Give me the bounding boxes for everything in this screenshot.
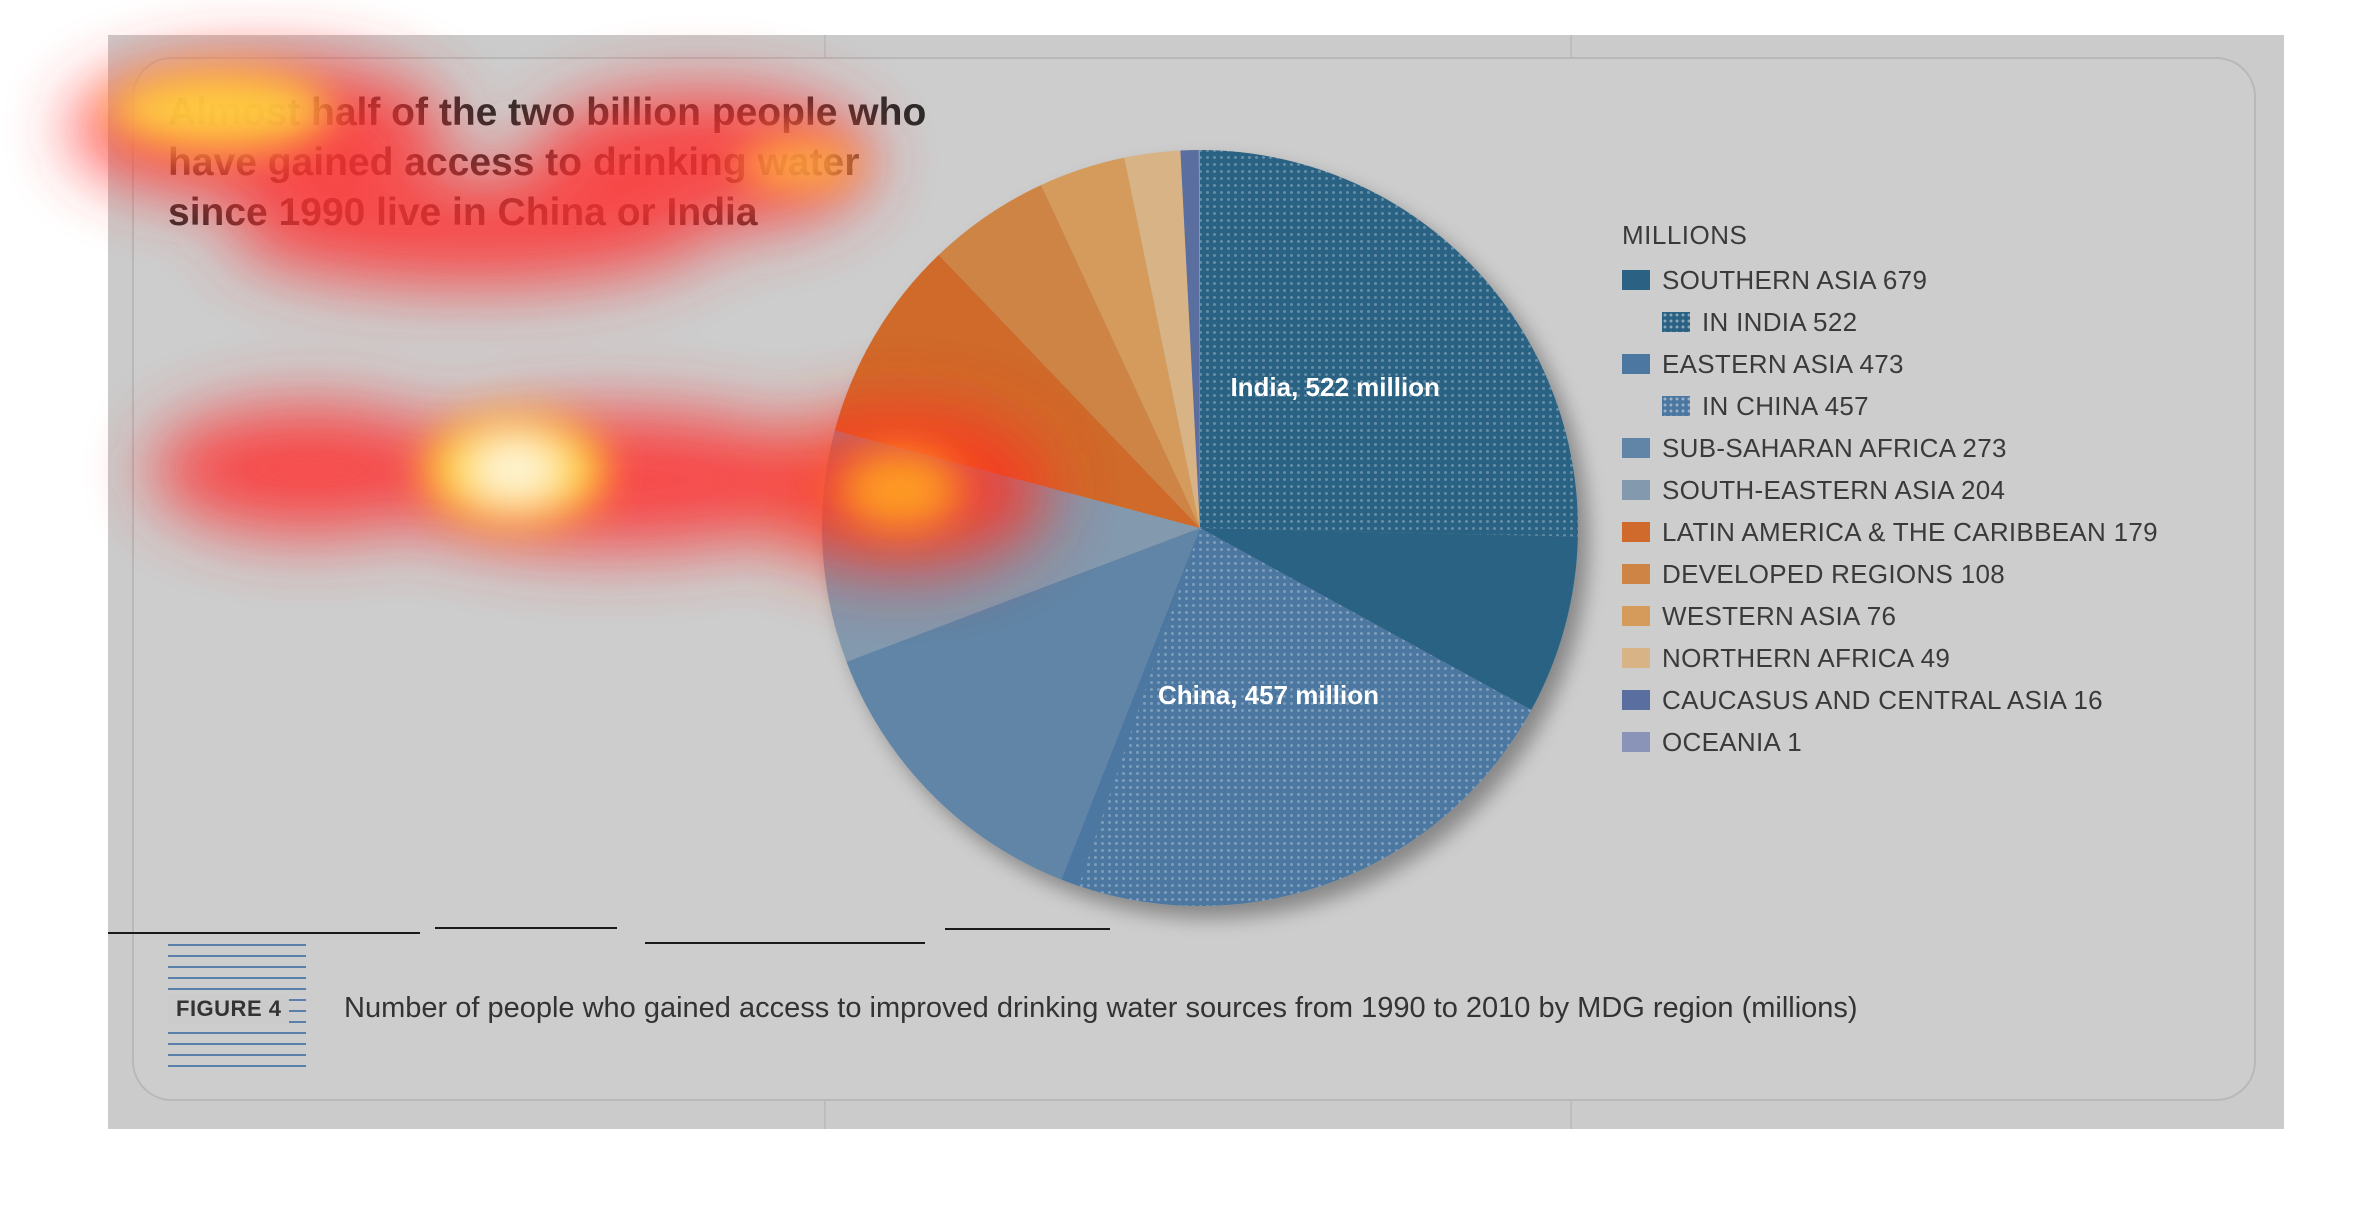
legend-label: WESTERN ASIA 76 [1662,600,1897,631]
legend-label: IN CHINA 457 [1702,390,1869,421]
legend-item-south-eastern-asia: SOUTH-EASTERN ASIA 204 [1622,469,2158,511]
legend-label: EASTERN ASIA 473 [1662,348,1904,379]
legend-swatch [1622,438,1650,458]
figure-caption: Number of people who gained access to im… [344,992,1858,1024]
pie-slice-eastern-asia [1061,528,1200,887]
divider-rule [945,928,1110,930]
legend-item-developed-regions: DEVELOPED REGIONS 108 [1622,553,2158,595]
pie-slice-southern-asia [1200,528,1578,710]
legend-swatch [1622,354,1650,374]
legend-item-eastern-asia: EASTERN ASIA 473 [1622,343,2158,385]
pie-slice-caucasus-and-central-asia [1180,150,1200,528]
legend-swatch [1622,480,1650,500]
divider-rule [108,932,420,934]
legend-swatch [1622,522,1650,542]
legend-label: CAUCASUS AND CENTRAL ASIA 16 [1662,684,2103,715]
pie-slice-oceania [1198,149,1200,528]
legend-swatch [1622,690,1650,710]
legend-swatch [1622,564,1650,584]
legend-item-caucasus-and-central-asia: CAUCASUS AND CENTRAL ASIA 16 [1622,679,2158,721]
legend-label: IN INDIA 522 [1702,306,1858,337]
divider-rule [645,942,925,944]
legend-label: SOUTHERN ASIA 679 [1662,264,1928,295]
legend-item-western-asia: WESTERN ASIA 76 [1622,595,2158,637]
legend-label: OCEANIA 1 [1662,726,1802,757]
pie-slice-northern-africa [1124,150,1200,528]
legend-unit-label: MILLIONS [1622,220,1748,250]
legend-label: SUB-SAHARAN AFRICA 273 [1662,432,2007,463]
legend-swatch [1622,606,1650,626]
legend-item-latin-america-and-the-caribbean: LATIN AMERICA & THE CARIBBEAN 179 [1622,511,2158,553]
pie-slice-developed-regions [938,184,1200,528]
slice-label-in-china: China, 457 million [1158,680,1379,710]
legend-swatch [1662,396,1690,416]
legend-label: DEVELOPED REGIONS 108 [1662,558,2005,589]
legend-swatch [1662,312,1690,332]
legend-item-southern-asia: SOUTHERN ASIA 679 [1622,259,2158,301]
legend: MILLIONS SOUTHERN ASIA 679 IN INDIA 522 EA… [1622,220,2158,763]
figure-label: FIGURE 4 [168,994,290,1024]
slice-label-in-india: India, 522 million [1230,372,1440,402]
legend-swatch [1622,270,1650,290]
pie-slice-latin-america-and-the-caribbean [834,254,1200,529]
legend-item-oceania: OCEANIA 1 [1622,721,2158,763]
pie-slice-in-china-pattern [1078,528,1532,907]
legend-label: SOUTH-EASTERN ASIA 204 [1662,474,2006,505]
legend-item-in-china: IN CHINA 457 [1622,385,2158,427]
legend-swatch [1622,648,1650,668]
legend-label: LATIN AMERICA & THE CARIBBEAN 179 [1662,516,2158,547]
legend-swatch [1622,732,1650,752]
pie-slice-in-india-pattern [1200,150,1578,537]
divider-rule [435,927,617,929]
legend-item-northern-africa: NORTHERN AFRICA 49 [1622,637,2158,679]
legend-item-sub-saharan-africa: SUB-SAHARAN AFRICA 273 [1622,427,2158,469]
pie-slice-sub-saharan-africa [846,528,1200,880]
legend-item-in-india: IN INDIA 522 [1622,301,2158,343]
pie-slice-western-asia [1041,157,1200,528]
legend-label: NORTHERN AFRICA 49 [1662,642,1951,673]
